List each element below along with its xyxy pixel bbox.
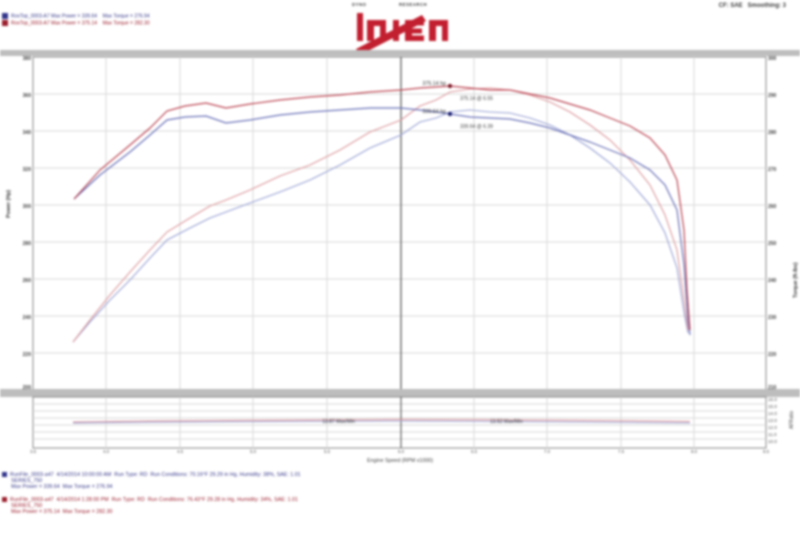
svg-text:13.87 Max/Min: 13.87 Max/Min <box>322 419 355 425</box>
svg-text:250: 250 <box>768 241 777 247</box>
svg-text:380: 380 <box>23 56 32 62</box>
svg-text:280: 280 <box>768 130 777 136</box>
svg-text:240: 240 <box>23 315 32 321</box>
svg-text:6.5: 6.5 <box>471 449 478 454</box>
svg-text:320: 320 <box>23 167 32 173</box>
svg-text:339.64 @ 6.39: 339.64 @ 6.39 <box>460 124 493 130</box>
svg-text:339.64 hp: 339.64 hp <box>422 109 446 115</box>
svg-text:11.0: 11.0 <box>768 432 777 437</box>
svg-text:AFRatio: AFRatio <box>789 411 795 429</box>
svg-text:4.5: 4.5 <box>177 449 184 454</box>
svg-text:260: 260 <box>23 278 32 284</box>
svg-text:230: 230 <box>768 315 777 321</box>
svg-text:13.0: 13.0 <box>768 418 777 423</box>
svg-text:8.5: 8.5 <box>763 449 770 454</box>
svg-text:5.0: 5.0 <box>250 449 257 454</box>
svg-text:290: 290 <box>768 93 777 99</box>
svg-text:260: 260 <box>768 204 777 210</box>
svg-text:280: 280 <box>23 241 32 247</box>
svg-text:300: 300 <box>23 204 32 210</box>
svg-text:375.14 hp: 375.14 hp <box>422 81 446 87</box>
svg-text:5.5: 5.5 <box>324 449 331 454</box>
svg-text:15.0: 15.0 <box>768 404 777 409</box>
svg-text:360: 360 <box>23 93 32 99</box>
svg-text:375.14 @ 6.55: 375.14 @ 6.55 <box>460 96 493 102</box>
svg-text:16.0: 16.0 <box>768 397 777 402</box>
svg-text:300: 300 <box>768 56 777 62</box>
svg-text:3.5: 3.5 <box>30 449 37 454</box>
svg-text:220: 220 <box>23 352 32 358</box>
svg-text:12.0: 12.0 <box>768 425 777 430</box>
svg-text:7.0: 7.0 <box>544 449 551 454</box>
svg-text:340: 340 <box>23 130 32 136</box>
svg-text:Torque (ft-lbs): Torque (ft-lbs) <box>793 262 799 298</box>
svg-text:10.0: 10.0 <box>768 439 777 444</box>
svg-text:7.5: 7.5 <box>618 449 625 454</box>
svg-text:8.0: 8.0 <box>691 449 698 454</box>
svg-text:4.0: 4.0 <box>103 449 110 454</box>
svg-text:270: 270 <box>768 167 777 173</box>
svg-text:Power (Hp): Power (Hp) <box>6 190 12 218</box>
svg-text:240: 240 <box>768 278 777 284</box>
svg-text:220: 220 <box>768 352 777 358</box>
svg-text:13.52 Max/Min: 13.52 Max/Min <box>490 419 523 425</box>
svg-text:14.0: 14.0 <box>768 411 777 416</box>
svg-text:6.0: 6.0 <box>398 449 405 454</box>
